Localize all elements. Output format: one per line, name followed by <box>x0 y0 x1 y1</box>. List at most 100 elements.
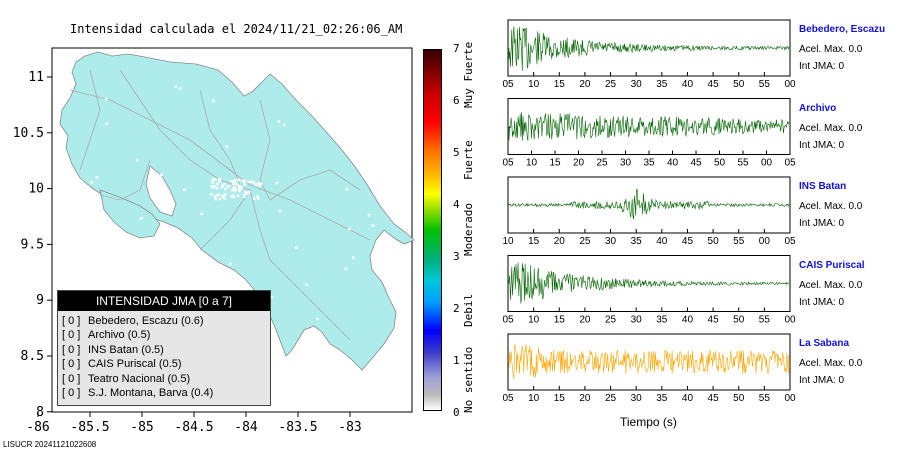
seismogram-tick-label: 55 <box>759 393 771 404</box>
colorbar-label: Debil <box>462 293 475 327</box>
seismogram-tick-label: 35 <box>656 393 668 404</box>
city-dot <box>218 178 221 181</box>
city-dot <box>295 246 298 249</box>
intensity-legend: INTENSIDAD JMA [0 a 7] [ 0 ] Bebedero, Es… <box>57 290 271 406</box>
city-dot <box>348 227 351 231</box>
costa-rica-landmass <box>59 51 415 371</box>
seismogram-tick-label: 10 <box>528 393 540 404</box>
seismogram-tick-label: 35 <box>631 236 643 247</box>
map-y-tick-label: 10.5 <box>13 126 44 141</box>
legend-row: [ 0 ] S.J. Montana, Barva (0.4) <box>58 386 270 400</box>
map-y-tick-label: 10 <box>28 182 44 197</box>
legend-header: INTENSIDAD JMA [0 a 7] <box>58 291 270 311</box>
city-dot <box>216 186 219 190</box>
seismogram-tick-label: 00 <box>759 236 771 247</box>
city-dot <box>351 256 355 259</box>
city-dot <box>245 192 248 195</box>
city-dot <box>160 173 163 176</box>
city-dot <box>242 179 246 182</box>
seismogram-tick-label: 40 <box>682 79 694 90</box>
map-x-tick-label: -85.5 <box>70 420 109 435</box>
city-dot <box>237 184 240 188</box>
seismogram-tick-label: 45 <box>682 236 694 247</box>
legend-row-bracket: [ 0 ] <box>62 315 81 327</box>
colorbar-label: Muy Fuerte <box>462 41 475 109</box>
seismogram-tick-label: 05 <box>502 393 514 404</box>
city-dot <box>257 197 260 200</box>
map-x-tick-label: -85 <box>130 420 153 435</box>
city-dot <box>216 193 219 197</box>
seismogram-tick-label: 25 <box>579 236 591 247</box>
seismogram-tick-label: 05 <box>502 79 514 90</box>
city-dot <box>214 197 217 201</box>
seismogram-tick-label: 10 <box>502 236 514 247</box>
seismogram-tick-label: 45 <box>708 393 720 404</box>
city-dot <box>275 181 279 185</box>
footer-id: LISUCR 20241121022608 <box>3 440 97 449</box>
legend-row: [ 0 ] Bebedero, Escazu (0.6) <box>58 314 270 328</box>
city-dot <box>249 180 252 184</box>
seismogram-tick-label: 40 <box>682 393 694 404</box>
colorbar-tick: 1 <box>453 354 460 367</box>
map-title: Intensidad calculada el 2024/11/21_02:26… <box>70 22 403 36</box>
station-name: Bebedero, Escazu <box>799 24 886 35</box>
city-dot <box>270 295 273 299</box>
city-dot <box>252 197 256 200</box>
city-dot <box>305 283 308 286</box>
city-dot <box>211 181 214 184</box>
seismogram-tick-label: 05 <box>502 315 514 326</box>
city-dot <box>230 180 233 183</box>
city-dot <box>234 182 238 186</box>
city-dot <box>238 189 241 193</box>
city-dot <box>344 267 348 271</box>
seismogram-trace <box>508 262 790 304</box>
seismogram-tick-label: 05 <box>784 158 796 169</box>
city-dot <box>220 185 224 189</box>
map-y-tick-label: 9 <box>36 293 44 308</box>
city-dot <box>135 159 139 162</box>
city-dot <box>247 180 250 184</box>
city-dot <box>238 187 241 191</box>
seismogram-trace <box>508 111 790 141</box>
legend-row: [ 0 ] CAIS Puriscal (0.5) <box>58 357 270 371</box>
city-dot <box>233 182 236 186</box>
city-dot <box>218 197 221 201</box>
city-dot <box>105 122 108 125</box>
city-dot <box>329 126 332 129</box>
city-dot <box>232 186 235 190</box>
station-int: Int JMA: 0 <box>799 218 845 229</box>
city-dot <box>224 187 227 191</box>
legend-row-bracket: [ 0 ] <box>62 343 81 356</box>
city-dot <box>316 317 319 321</box>
seismogram-tick-label: 50 <box>733 315 745 326</box>
seismogram-tick-label: 30 <box>631 315 643 326</box>
seismogram-tick-label: 45 <box>690 158 702 169</box>
legend-row-bracket: [ 0 ] <box>62 372 81 385</box>
seismogram-panels: 05 10 15 20 25 30 35 40 45 50 55 00 05 10 15 20 25 30 35 40… <box>502 19 796 404</box>
city-dot <box>135 251 138 254</box>
city-dot <box>225 145 228 148</box>
city-dot <box>254 183 258 186</box>
city-dot <box>229 262 232 266</box>
seismogram-tick-label: 45 <box>708 79 720 90</box>
city-dot <box>241 179 244 183</box>
seismogram-tick-label: 20 <box>554 236 566 247</box>
city-dot <box>257 184 261 187</box>
city-dot <box>234 179 238 182</box>
legend-row-bracket: [ 0 ] <box>62 358 81 371</box>
seismogram-tick-label: 10 <box>526 158 538 169</box>
seismogram-tick-label: 50 <box>733 79 745 90</box>
city-dot <box>247 190 250 194</box>
seismogram-tick-label: 15 <box>549 158 561 169</box>
city-dot <box>174 85 177 89</box>
city-dot <box>236 194 240 198</box>
x-axis-title: Tiempo (s) <box>620 415 677 429</box>
legend-row-text: S.J. Montana, Barva (0.4) <box>88 386 214 399</box>
legend-row: [ 0 ] Teatro Nacional (0.5) <box>58 372 270 386</box>
legend-row-text: CAIS Puriscal (0.5) <box>88 358 182 371</box>
city-dot <box>88 236 92 239</box>
city-dot <box>213 185 216 188</box>
city-dot <box>95 175 98 179</box>
city-dot <box>223 182 226 186</box>
intensity-colorbar <box>423 49 442 411</box>
